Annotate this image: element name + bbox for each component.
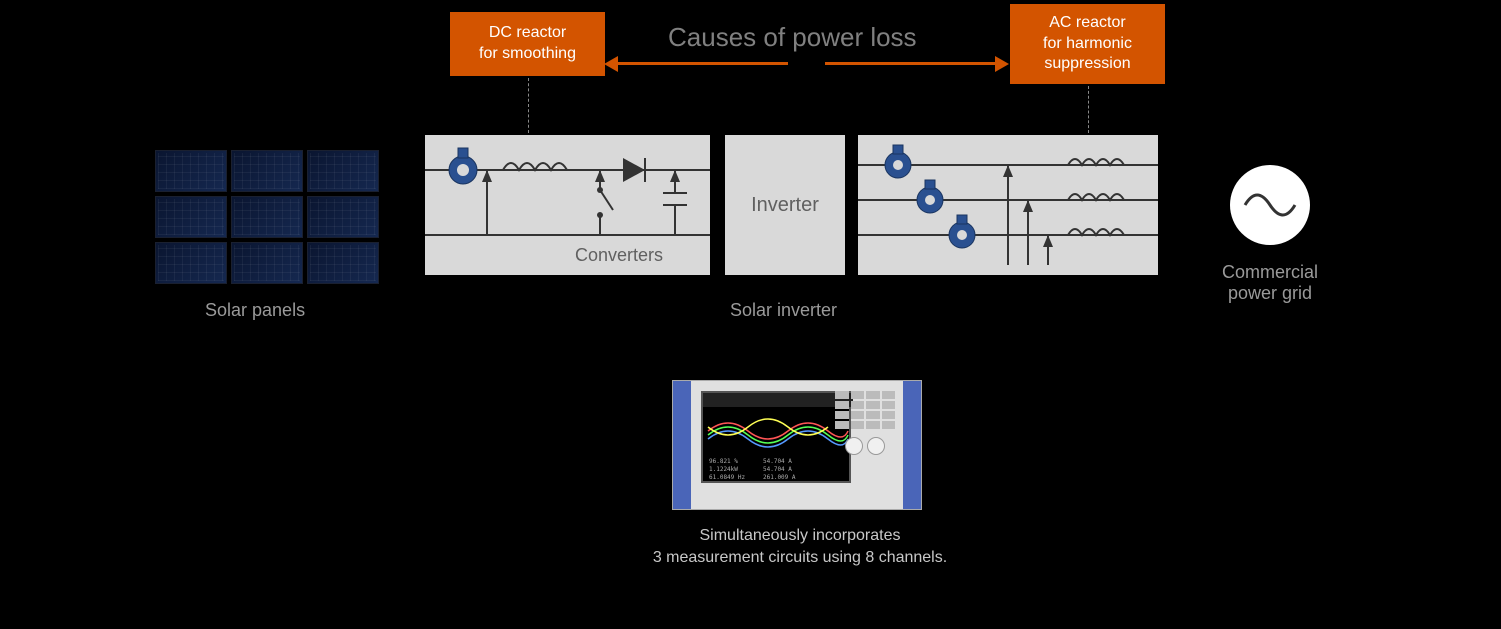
grid-label-line2: power grid [1228, 283, 1312, 303]
ac-reactor-circuit [858, 135, 1158, 275]
arrow-left [618, 62, 788, 65]
inverter-label: Inverter [751, 194, 819, 217]
ac-reactor-schematic [858, 135, 1158, 275]
inverter-box: Inverter [725, 135, 845, 275]
device-caption: Simultaneously incorporates 3 measuremen… [640, 525, 960, 570]
dashed-connector-left [528, 78, 529, 133]
device-side-left [673, 381, 691, 509]
solar-panels-label: Solar panels [205, 300, 305, 321]
dashed-connector-right [1088, 86, 1089, 133]
grid-label-line1: Commercial [1222, 262, 1318, 282]
converter-schematic [425, 135, 710, 275]
svg-text:54.704 A: 54.704 A [763, 466, 792, 473]
commercial-grid-label: Commercial power grid [1220, 262, 1320, 304]
diagram-title: Causes of power loss [668, 22, 917, 53]
solar-panel-cell [155, 242, 227, 284]
grid-icon [1230, 165, 1310, 245]
device-caption-line1: Simultaneously incorporates [700, 527, 901, 544]
svg-text:96.821 %: 96.821 % [709, 458, 738, 465]
arrow-right [825, 62, 995, 65]
svg-text:1.1224kW: 1.1224kW [709, 466, 738, 473]
solar-panel-cell [307, 242, 379, 284]
solar-inverter-label: Solar inverter [730, 300, 837, 321]
solar-panel-cell [231, 150, 303, 192]
callout-left-line1: DC reactor [489, 24, 566, 41]
converters-label: Converters [575, 245, 663, 266]
power-analyzer-device: 96.821 % 54.704 A 1.1224kW 54.704 A 61.084… [672, 380, 922, 510]
solar-panel-cell [231, 242, 303, 284]
solar-panel-cell [155, 150, 227, 192]
callout-right-line2: for harmonic [1043, 35, 1132, 52]
solar-panels [155, 150, 379, 284]
device-body: 96.821 % 54.704 A 1.1224kW 54.704 A 61.084… [691, 381, 903, 509]
callout-right-line1: AC reactor [1049, 14, 1125, 31]
solar-panel-cell [307, 196, 379, 238]
svg-text:61.0849 Hz: 61.0849 Hz [709, 474, 746, 481]
solar-panel-cell [231, 196, 303, 238]
solar-panel-cell [307, 150, 379, 192]
solar-panel-cell [155, 196, 227, 238]
dc-reactor-callout: DC reactor for smoothing [450, 12, 605, 76]
svg-text:54.704 A: 54.704 A [763, 458, 792, 465]
device-caption-line2: 3 measurement circuits using 8 channels. [653, 549, 947, 566]
svg-text:261.009 A: 261.009 A [763, 474, 796, 481]
device-side-right [903, 381, 921, 509]
ac-reactor-callout: AC reactor for harmonic suppression [1010, 4, 1165, 84]
converter-circuit: Converters [425, 135, 710, 275]
device-controls [835, 391, 895, 483]
callout-right-line3: suppression [1044, 55, 1130, 72]
device-screen: 96.821 % 54.704 A 1.1224kW 54.704 A 61.084… [701, 391, 851, 483]
callout-left-line2: for smoothing [479, 45, 576, 62]
